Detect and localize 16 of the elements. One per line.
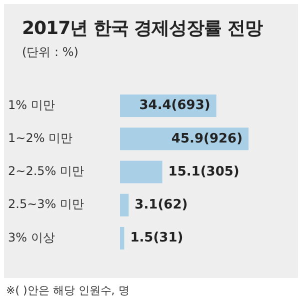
bar [120,194,129,216]
chart-title: 2017년 한국 경제성장률 전망 [22,17,262,40]
data-label: 34.4(693) [139,98,210,114]
y-tick-label: 1~2% 미만 [8,131,73,146]
text: ※( )안은 해당 인원수, 명 [6,283,130,298]
data-label: 3.1(62) [134,197,188,212]
data-label: 15.1(305) [168,164,240,180]
bar [120,226,124,250]
data-label: 45.9(926) [171,131,243,146]
bar [120,160,162,184]
data-label: 1.5(31) [130,230,184,246]
y-tick-label: 1% 미만 [8,98,55,112]
chart-subtitle: (단위 : %) [22,44,78,61]
y-tick-label: 2~2.5% 미만 [8,164,84,178]
y-tick-label: 3% 이상 [8,230,55,244]
y-tick-label: 2.5~3% 미만 [8,197,84,212]
